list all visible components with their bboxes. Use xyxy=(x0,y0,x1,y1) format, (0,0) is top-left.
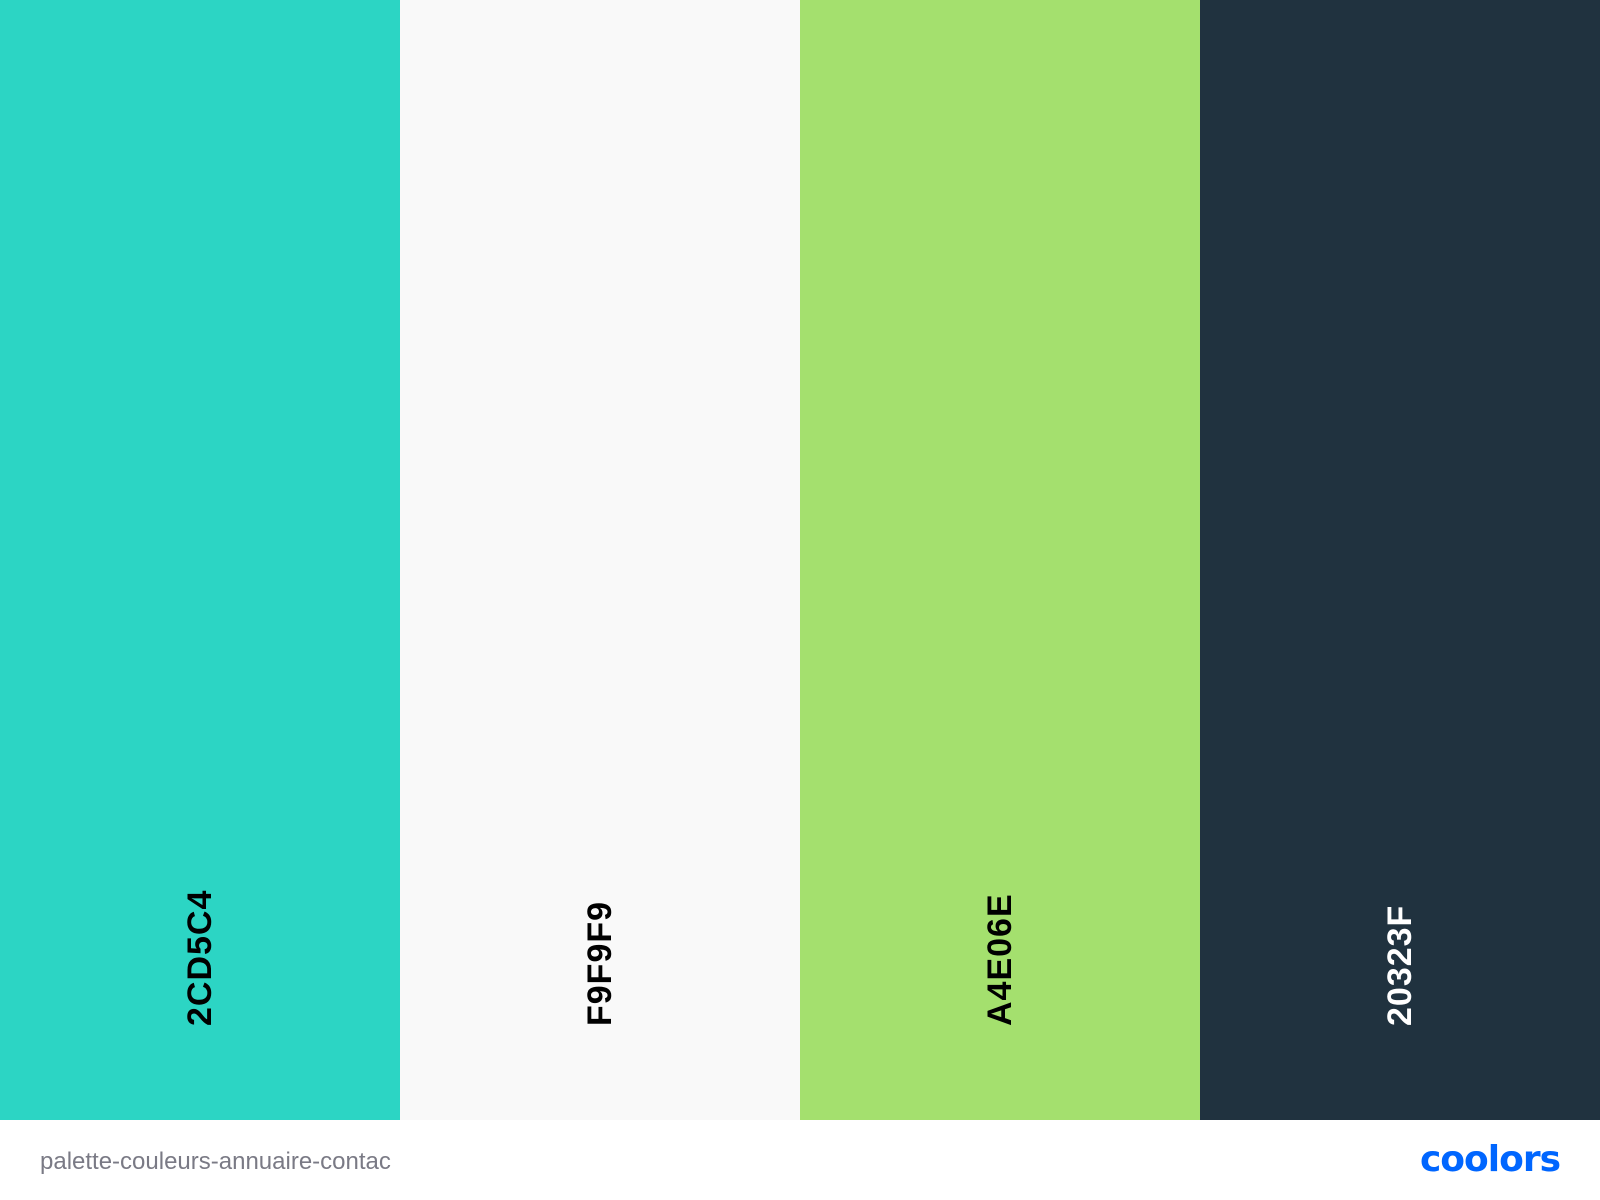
coolors-logo[interactable]: coolors xyxy=(1380,1142,1560,1178)
color-swatches: 2CD5C4 F9F9F9 A4E06E 20323F xyxy=(0,0,1600,1120)
hex-code-label: 20323F xyxy=(1381,904,1419,1026)
footer-bar: palette-couleurs-annuaire-contac coolors xyxy=(0,1120,1600,1200)
color-swatch-3[interactable]: A4E06E xyxy=(800,0,1200,1120)
palette-name: palette-couleurs-annuaire-contac xyxy=(40,1148,391,1175)
hex-code-label: A4E06E xyxy=(981,893,1019,1026)
hex-code-label: 2CD5C4 xyxy=(181,889,219,1026)
brand-wordmark: coolors xyxy=(1420,1142,1560,1178)
color-swatch-4[interactable]: 20323F xyxy=(1200,0,1600,1120)
color-swatch-1[interactable]: 2CD5C4 xyxy=(0,0,400,1120)
color-swatch-2[interactable]: F9F9F9 xyxy=(400,0,800,1120)
hex-code-label: F9F9F9 xyxy=(581,900,619,1026)
